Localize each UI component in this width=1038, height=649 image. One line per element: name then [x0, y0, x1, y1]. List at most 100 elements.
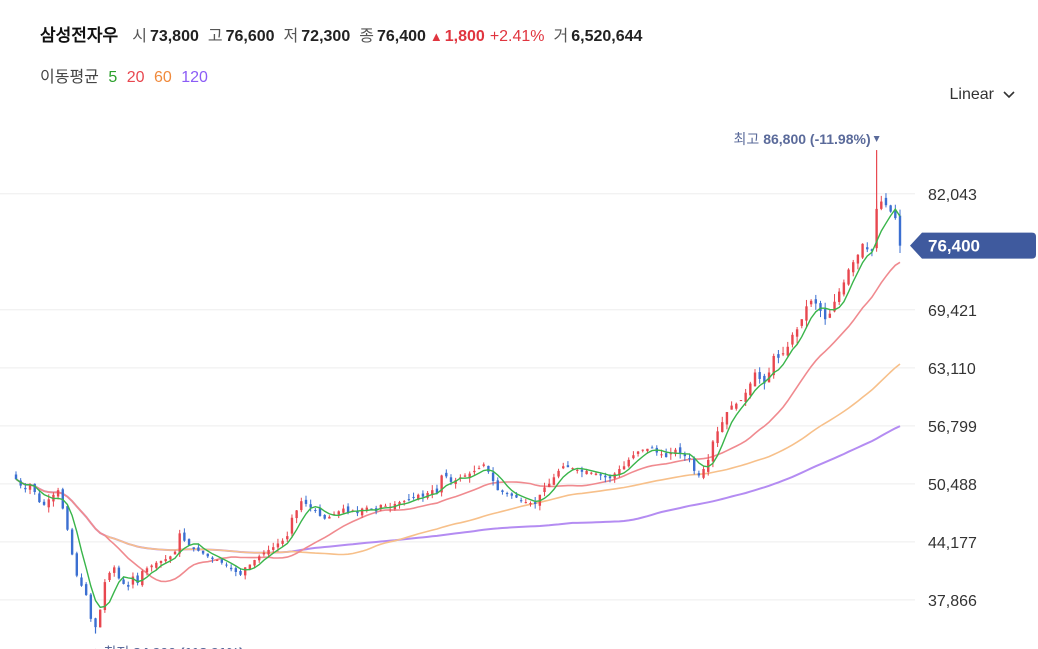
open-label: 시: [132, 28, 147, 45]
candle-body: [473, 470, 476, 473]
candle-body: [482, 464, 485, 466]
candle-body: [178, 533, 181, 554]
candle-body: [627, 459, 630, 467]
candle-body: [884, 197, 888, 206]
candle-body: [505, 493, 509, 495]
candle-body: [641, 449, 644, 451]
candle-body: [113, 567, 116, 573]
candle-body: [435, 488, 439, 493]
candle-body: [711, 441, 715, 462]
candle-body: [323, 514, 326, 519]
change-percent: +2.41%: [489, 28, 545, 45]
candle-body: [356, 510, 359, 514]
candle-body: [47, 499, 50, 508]
candle-body: [548, 483, 551, 488]
candle-body: [557, 470, 560, 477]
candle-body: [562, 466, 565, 469]
candle-body: [866, 247, 869, 250]
candle-body: [599, 474, 602, 476]
volume-label: 거: [553, 28, 569, 45]
down-triangle-icon: [873, 136, 880, 143]
candle-body: [842, 282, 846, 295]
candle-body: [426, 492, 429, 498]
candle-body: [342, 508, 345, 513]
candle-body: [678, 447, 682, 454]
candle-body: [758, 372, 761, 379]
y-tick-label: 63,110: [928, 361, 976, 378]
candle-body: [286, 536, 289, 540]
candle-body: [791, 334, 794, 345]
candle-body: [880, 201, 883, 209]
candle-body: [856, 254, 860, 264]
candle-body: [164, 559, 167, 562]
ma-120-label[interactable]: 120: [181, 69, 208, 86]
ma-20-label[interactable]: 20: [126, 69, 145, 86]
candle-body: [632, 455, 635, 459]
candle-body: [183, 532, 186, 541]
candle-body: [225, 564, 228, 566]
candle-body: [496, 480, 499, 491]
candle-body: [543, 487, 546, 493]
candle-body: [440, 475, 443, 493]
candle-body: [98, 609, 102, 628]
candle-body: [594, 473, 598, 475]
ma-5-label[interactable]: 5: [108, 69, 118, 86]
candle-body: [571, 468, 574, 470]
candle-body: [370, 508, 373, 510]
candle-body: [360, 508, 364, 516]
candle-body: [379, 504, 383, 510]
candle-body: [688, 458, 691, 460]
ma-60-line: [15, 363, 901, 556]
candle-body: [262, 552, 266, 555]
candle-body: [693, 458, 696, 471]
candle-body: [127, 584, 130, 587]
candle-body: [281, 540, 284, 544]
candle-body: [477, 468, 481, 470]
candle-body: [145, 568, 149, 573]
candle-body: [730, 405, 733, 410]
ma-60-label[interactable]: 60: [153, 69, 172, 86]
candle-body: [403, 501, 406, 503]
candle-body: [117, 567, 121, 579]
ma-legend-label: 이동평균: [40, 69, 99, 86]
scale-dropdown[interactable]: Linear: [950, 86, 1016, 104]
candle-body: [290, 517, 294, 534]
candle-body: [14, 474, 18, 480]
candle-body: [608, 476, 612, 479]
candle-body: [89, 594, 93, 619]
candle-body: [150, 565, 153, 568]
candle-body: [819, 303, 822, 311]
current-price-label: 76,400: [928, 237, 980, 256]
candle-body: [837, 291, 841, 302]
high-value: 76,600: [225, 28, 275, 45]
candle-body: [346, 506, 350, 513]
candle-body: [468, 473, 471, 478]
candle-body: [519, 500, 523, 502]
candle-body: [716, 431, 719, 444]
moving-average-legend: 이동평균 5 20 60 120: [40, 63, 213, 87]
candle-body: [533, 502, 537, 504]
candle-body: [604, 475, 607, 478]
candle-body: [267, 549, 270, 555]
ma-120-line: [15, 425, 901, 554]
y-tick-label: 82,043: [928, 187, 977, 204]
candle-body: [739, 400, 743, 402]
candle-body: [735, 403, 738, 409]
candle-body: [70, 529, 74, 555]
candle-body: [585, 470, 588, 475]
candle-body: [328, 516, 331, 519]
candle-body: [201, 550, 205, 554]
candle-body: [576, 469, 579, 471]
candle-body: [707, 459, 710, 472]
max-annotation: 최고 86,800 (-11.98%): [734, 131, 871, 147]
candle-body: [108, 572, 111, 581]
open-value: 73,800: [149, 28, 199, 45]
candle-body: [636, 451, 640, 454]
candle-body: [24, 487, 27, 490]
candle-body: [122, 579, 125, 584]
candle-body: [33, 483, 36, 493]
stock-name: 삼성전자우: [40, 26, 119, 45]
candle-body: [702, 469, 705, 478]
